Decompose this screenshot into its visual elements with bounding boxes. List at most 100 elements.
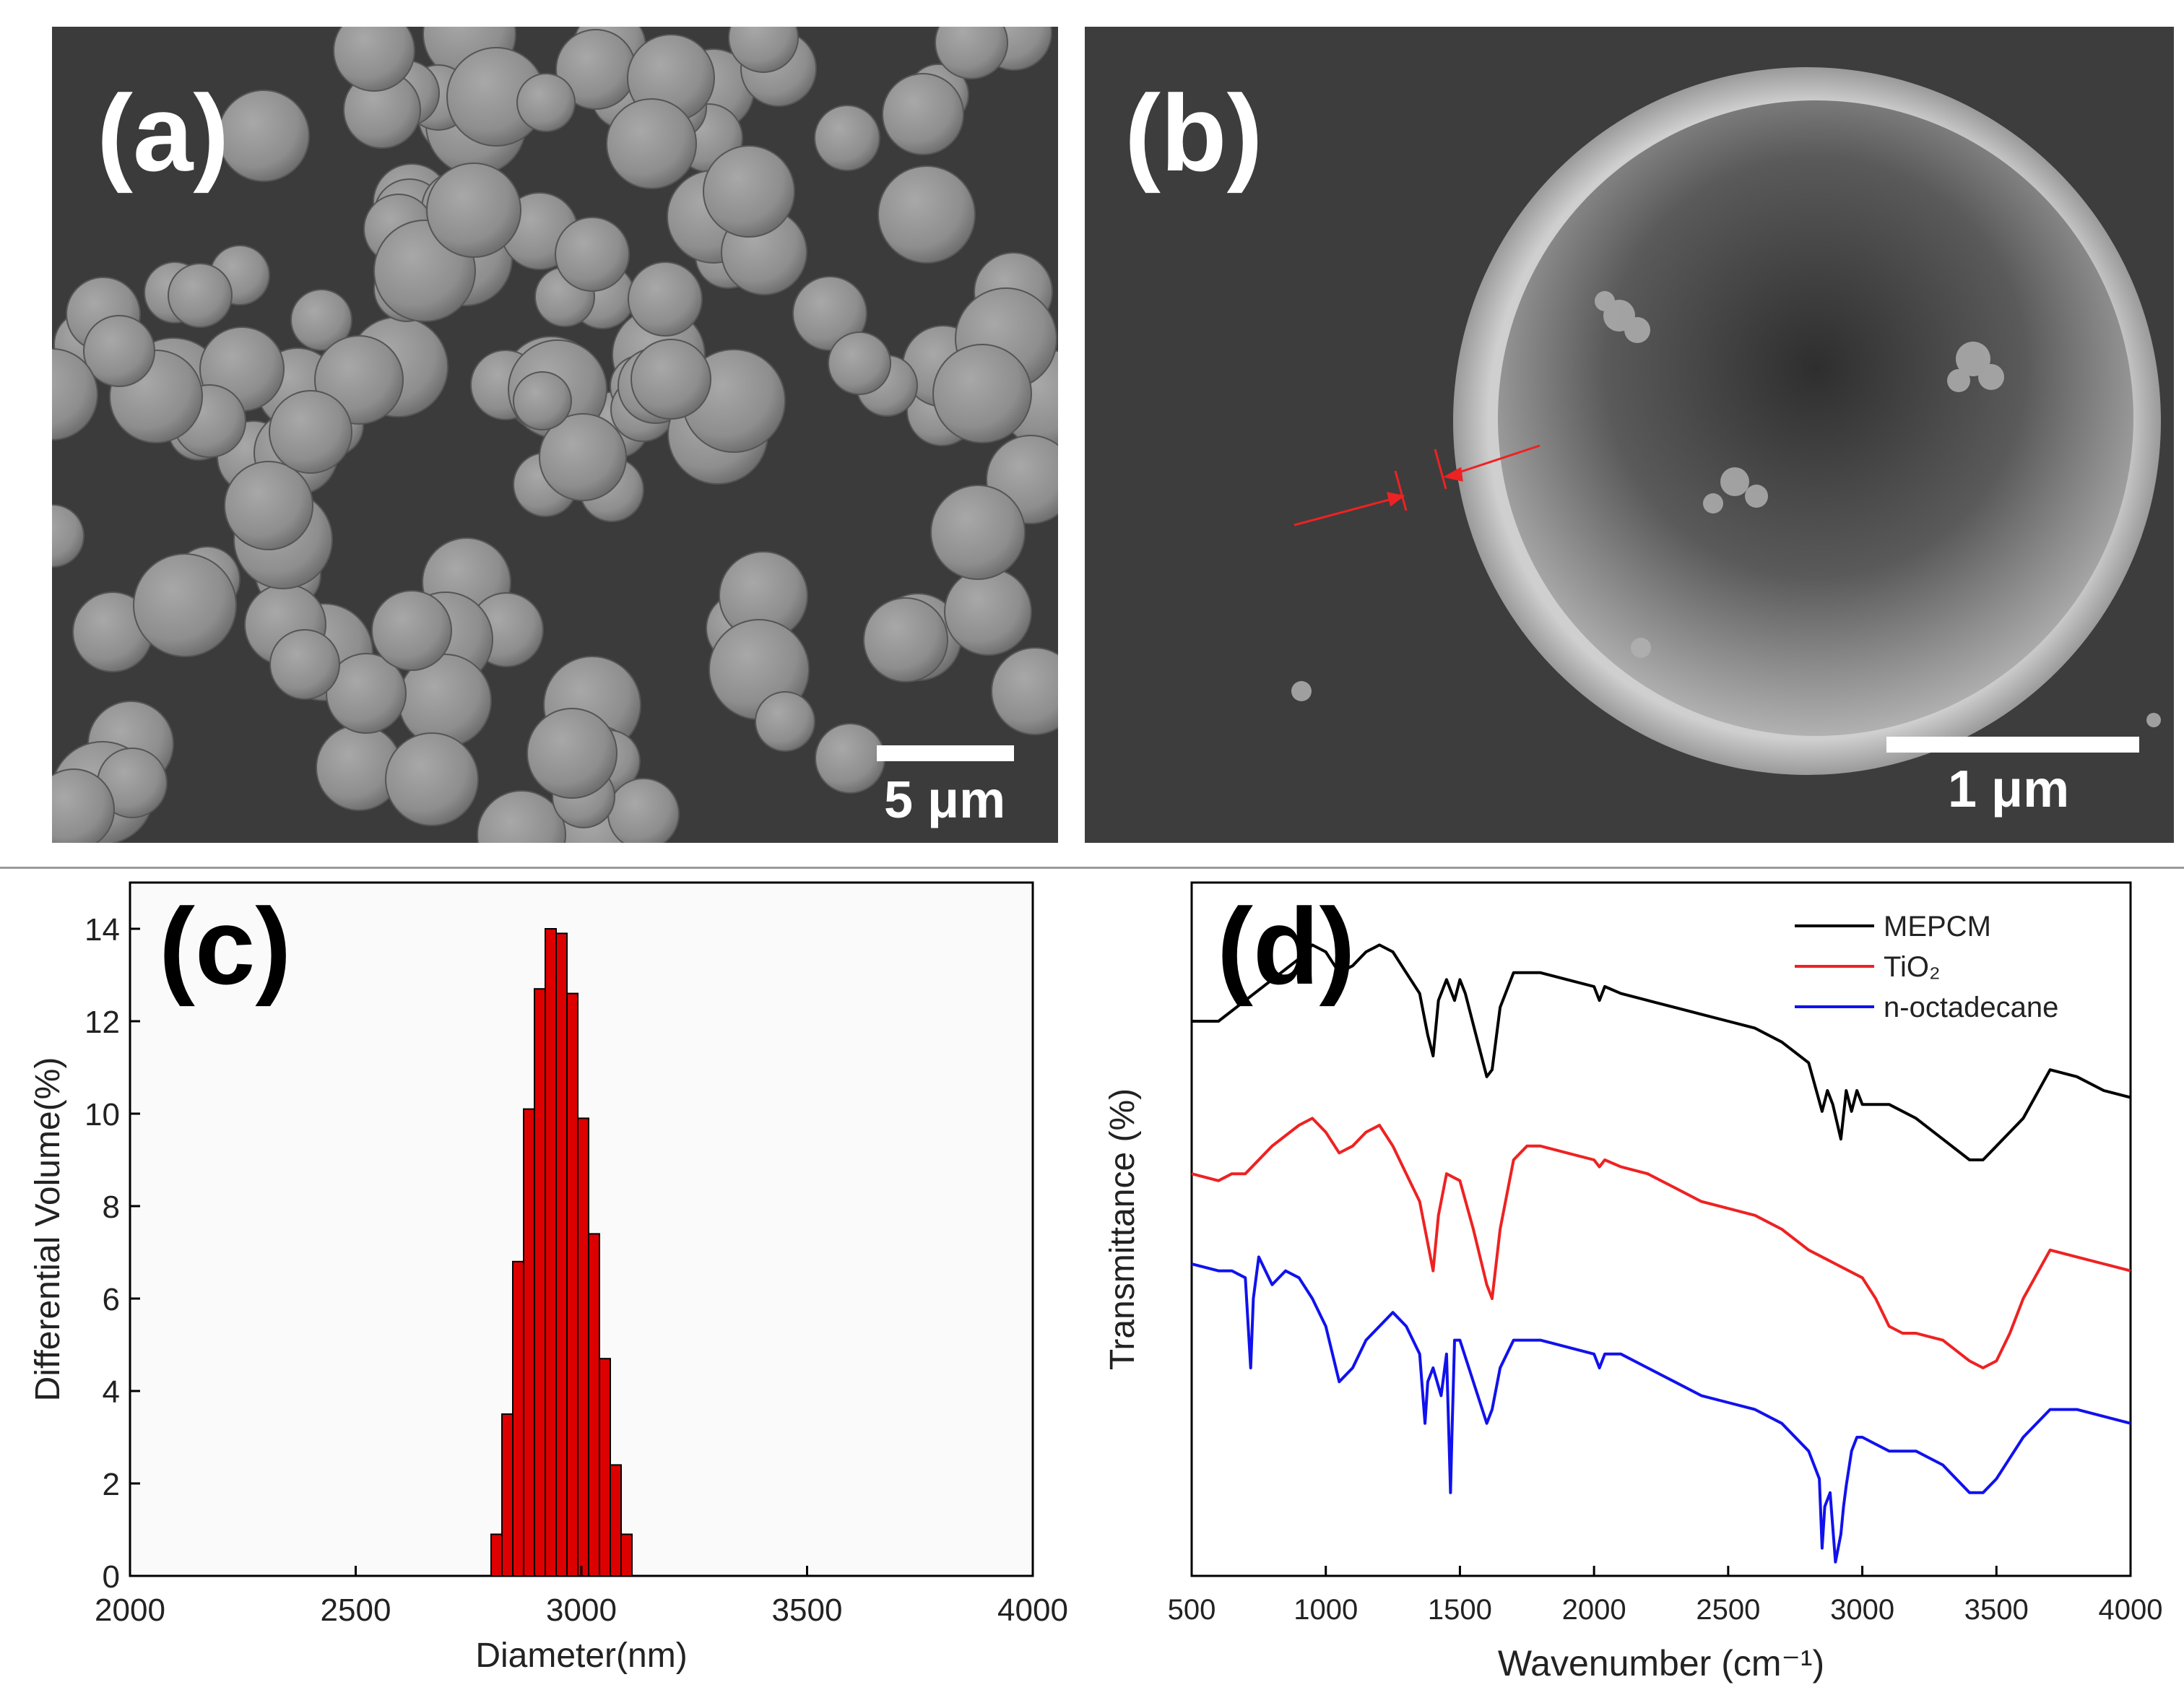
microsphere [217,90,310,182]
scale-bar-a [877,745,1014,761]
microsphere [52,504,84,568]
microsphere [83,315,155,387]
y-tick-label: 12 [84,1005,120,1040]
plot-frame-d [1190,881,2132,1577]
microsphere [513,371,572,430]
microsphere [606,98,697,189]
spectra-group [1191,943,2131,1564]
panel-b: (b) 1 μm [1085,27,2174,843]
legend-d: MEPCM TiO₂ n-octadecane [1795,911,2058,1023]
x-tick-label: 2000 [95,1592,165,1628]
microsphere [52,768,115,843]
spectrum-line [1192,943,2131,1161]
histogram-bar [555,932,568,1577]
x-ticks-d: 500 1000 1500 2000 2500 3000 3500 4000 [1168,1566,2163,1626]
microsphere [944,568,1032,656]
microsphere [814,105,880,171]
microspheres-group [52,27,1058,843]
microsphere [630,339,711,420]
histogram-bar [523,1108,535,1577]
microsphere [930,485,1026,580]
microsphere [290,289,352,351]
microsphere [815,723,885,794]
x-tick-label: 4000 [2099,1594,2163,1626]
microsphere [882,73,964,155]
microsphere [863,597,948,682]
microsphere [792,276,867,351]
histogram-bar [545,928,557,1577]
histogram-bar [512,1260,524,1577]
y-tick-label: 10 [84,1097,120,1132]
scale-label-b: 1 μm [1948,760,2070,818]
x-tick-label: 2500 [1696,1594,1760,1626]
microsphere [133,553,237,657]
y-axis-label-c: Differential Volume(%) [29,1057,67,1402]
microsphere [326,653,407,734]
histogram-bar [599,1358,611,1577]
shell-inner [1498,100,2133,736]
panel-label-c: (c) [159,885,292,1007]
panel-label-d: (d) [1217,885,1356,1007]
microsphere [526,708,618,799]
microsphere [828,332,891,395]
panel-label-a: (a) [97,72,230,194]
legend-label: MEPCM [1884,911,1991,942]
microsphere [755,691,815,752]
histogram-bar [501,1413,514,1577]
panel-divider [0,867,2184,869]
spectrum-line [1191,1255,2131,1564]
sem-image-a [52,27,1058,843]
x-tick-label: 3000 [1830,1594,1894,1626]
x-ticks-c: 2000 2500 3000 3500 4000 [95,1566,1068,1628]
x-tick-label: 1500 [1428,1594,1492,1626]
spectrum-line [1191,1117,2131,1369]
microsphere [333,27,415,92]
scale-bar-b [1886,737,2139,753]
microsphere [728,27,799,73]
y-ticks-c: 0 2 4 6 8 10 12 14 [84,912,140,1595]
microsphere [991,647,1058,735]
microsphere [477,790,566,843]
chart-c: 0 2 4 6 8 10 12 14 2000 2500 3000 3500 4000 Diamete… [29,881,1068,1675]
x-tick-label: 3500 [772,1592,843,1628]
scale-label-a: 5 μm [884,771,1006,829]
microsphere [426,162,521,258]
x-tick-label: 4000 [997,1592,1068,1628]
panel-label-b: (b) [1124,72,1263,194]
microsphere [539,413,627,501]
bars-group-c [490,928,633,1577]
shell-thickness-arrows [1294,444,1540,526]
microsphere [555,217,630,292]
microsphere [703,145,795,238]
x-axis-label-c: Diameter(nm) [475,1637,687,1675]
panel-c: 0 2 4 6 8 10 12 14 2000 2500 3000 3500 4000 Diamete… [0,874,1083,1690]
x-tick-label: 3500 [1964,1594,2029,1626]
histogram-bar [490,1533,503,1577]
histogram-bar [588,1233,600,1577]
x-tick-label: 2000 [1562,1594,1626,1626]
panel-d: 500 1000 1500 2000 2500 3000 3500 4000 MEPCM TiO… [1083,874,2184,1690]
histogram-bar [610,1464,622,1577]
x-tick-label: 2500 [321,1592,391,1628]
x-tick-label: 3000 [546,1592,617,1628]
legend-label: TiO₂ [1884,951,1940,983]
microsphere [269,629,340,700]
legend-label: n-octadecane [1884,992,2058,1023]
microsphere [269,390,352,474]
histogram-bar [620,1533,633,1577]
microsphere [371,590,452,671]
y-tick-label: 6 [103,1282,120,1317]
panel-a: (a) 5 μm [52,27,1058,843]
microsphere [52,348,98,441]
microsphere [385,732,479,826]
microsphere [878,165,976,264]
y-tick-label: 8 [103,1190,120,1225]
histogram-bar [577,1117,589,1577]
y-tick-label: 4 [103,1374,120,1410]
chart-d: 500 1000 1500 2000 2500 3000 3500 4000 MEPCM TiO… [1104,881,2163,1684]
y-tick-label: 0 [103,1559,120,1595]
y-axis-label-d: Transmittance (%) [1104,1088,1142,1370]
y-tick-label: 2 [103,1467,120,1502]
x-tick-label: 500 [1168,1594,1216,1626]
microsphere [224,461,313,550]
